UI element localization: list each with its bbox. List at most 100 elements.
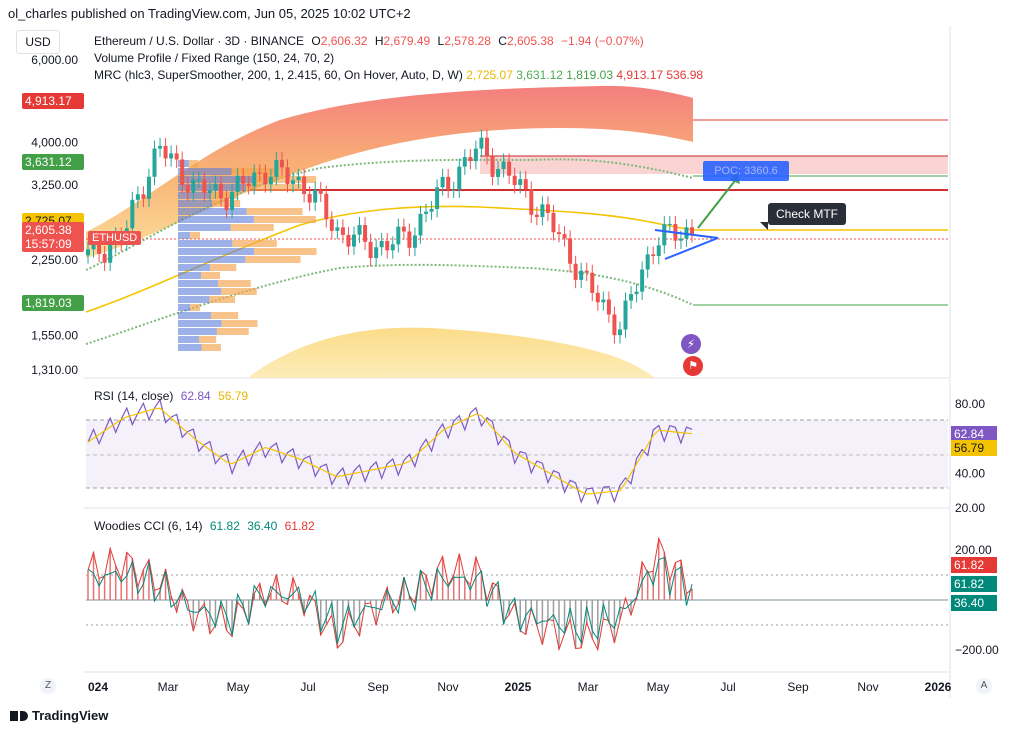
candle-body: [291, 180, 296, 184]
time-tick: Mar: [578, 680, 599, 694]
tradingview-logo[interactable]: TradingView: [10, 708, 108, 723]
candle-body: [484, 137, 489, 157]
time-tick: Jul: [300, 680, 315, 694]
auto-scale-button[interactable]: A: [976, 678, 992, 694]
tv-logo-icon: [10, 710, 28, 721]
vp-bar-up: [178, 312, 212, 319]
pane-badge: 62.84: [951, 425, 997, 442]
vp-bar-up: [178, 272, 202, 279]
vp-bar-up: [178, 200, 213, 207]
price-tick: 1,550.00: [31, 329, 78, 343]
cci-legend[interactable]: Woodies CCI (6, 14) 61.82 36.40 61.82: [94, 519, 315, 533]
ohlc-change: −1.94 (−0.07%): [561, 34, 644, 48]
vp-bar-down: [231, 168, 276, 175]
candle-body: [512, 175, 517, 185]
candle-body: [662, 224, 667, 246]
price-tick: 1,310.00: [31, 363, 78, 377]
vp-bar-up: [178, 192, 212, 199]
volume-profile-legend[interactable]: Volume Profile / Fixed Range (150, 24, 7…: [94, 51, 335, 65]
candle-body: [191, 179, 196, 193]
pane-badge: 61.82: [951, 575, 997, 592]
candlesticks: [86, 129, 694, 344]
candle-body: [174, 153, 179, 160]
pane-badge: 56.79: [951, 440, 997, 457]
time-axis: 024 Mar May Jul Sep Nov 2025 Mar May Jul Sep Nov 202…: [88, 680, 952, 694]
candle-body: [368, 241, 373, 259]
candle-body: [246, 183, 251, 187]
flag-icon[interactable]: ⚑: [683, 356, 703, 376]
candle-body: [263, 172, 268, 185]
candle-body: [379, 240, 384, 248]
vp-bar-down: [189, 160, 198, 167]
vp-bar-up: [178, 304, 191, 311]
time-tick: 2026: [925, 680, 952, 694]
mrc-lower-band: [250, 327, 655, 378]
currency-button[interactable]: USD: [16, 30, 60, 54]
candle-body: [180, 159, 185, 186]
time-tick: 2025: [505, 680, 532, 694]
candle-body: [307, 194, 312, 203]
candle-body: [202, 179, 207, 194]
candle-body: [412, 235, 417, 248]
candle-body: [302, 176, 307, 195]
time-tick: Sep: [367, 680, 389, 694]
candle-body: [490, 156, 495, 177]
candle-body: [573, 263, 578, 280]
candle-body: [351, 234, 356, 247]
price-tick: 6,000.00: [31, 53, 78, 67]
cci-tick: −200.00: [955, 643, 999, 657]
candle-body: [252, 172, 257, 187]
candle-body: [152, 148, 157, 177]
poc-label[interactable]: POC: 3360.6: [703, 161, 789, 181]
vp-bar-up: [178, 224, 231, 231]
vp-bar-down: [232, 240, 277, 247]
candle-body: [279, 159, 284, 168]
candle-body: [346, 234, 351, 247]
rsi-tick: 80.00: [955, 397, 985, 411]
check-mtf-callout[interactable]: Check MTF: [768, 203, 846, 225]
candle-body: [418, 213, 423, 236]
candle-body: [612, 314, 617, 336]
countdown: 15:57:09: [25, 236, 72, 251]
vp-bar-up: [178, 288, 222, 295]
vp-bar-up: [178, 232, 191, 239]
lightning-icon[interactable]: ⚡: [681, 334, 701, 354]
candle-body: [507, 161, 512, 176]
candle-body: [335, 227, 340, 231]
candle-body: [651, 254, 656, 257]
vp-bar-up: [178, 320, 222, 327]
candle-body: [529, 189, 534, 215]
candle-body: [296, 176, 301, 181]
ohlc-open: 2,606.32: [320, 34, 368, 48]
vp-bar-up: [178, 240, 233, 247]
candle-body: [590, 272, 595, 293]
vp-bar-down: [246, 208, 303, 215]
candle-body: [634, 291, 639, 295]
price-badge: 4,913.17: [22, 92, 84, 109]
zoom-button[interactable]: Z: [40, 678, 56, 694]
candle-body: [479, 137, 484, 149]
vp-bar-down: [190, 232, 201, 239]
candle-body: [324, 193, 329, 220]
time-tick: May: [647, 680, 670, 694]
candle-body: [523, 179, 528, 190]
candle-body: [684, 227, 689, 239]
candle-body: [224, 198, 229, 210]
vp-bar-down: [211, 312, 239, 319]
rsi-axis: 80.00 40.00 20.00: [955, 397, 985, 515]
candle-body: [374, 247, 379, 259]
mrc-legend[interactable]: MRC (hlc3, SuperSmoother, 200, 1, 2.415,…: [94, 68, 704, 82]
vp-bar-down: [199, 336, 217, 343]
symbol-name[interactable]: Ethereum / U.S. Dollar · 3D · BINANCE: [94, 34, 305, 48]
vp-bar-down: [210, 264, 237, 271]
candle-body: [678, 238, 683, 241]
price-tick: 4,000.00: [31, 136, 78, 150]
candle-body: [146, 176, 151, 199]
rsi-legend[interactable]: RSI (14, close) 62.84 56.79: [94, 389, 249, 403]
candle-body: [601, 299, 606, 303]
candle-body: [396, 226, 401, 245]
candle-body: [557, 232, 562, 235]
symbol-tag: ETHUSD: [88, 231, 142, 245]
vp-bar-down: [221, 320, 258, 327]
